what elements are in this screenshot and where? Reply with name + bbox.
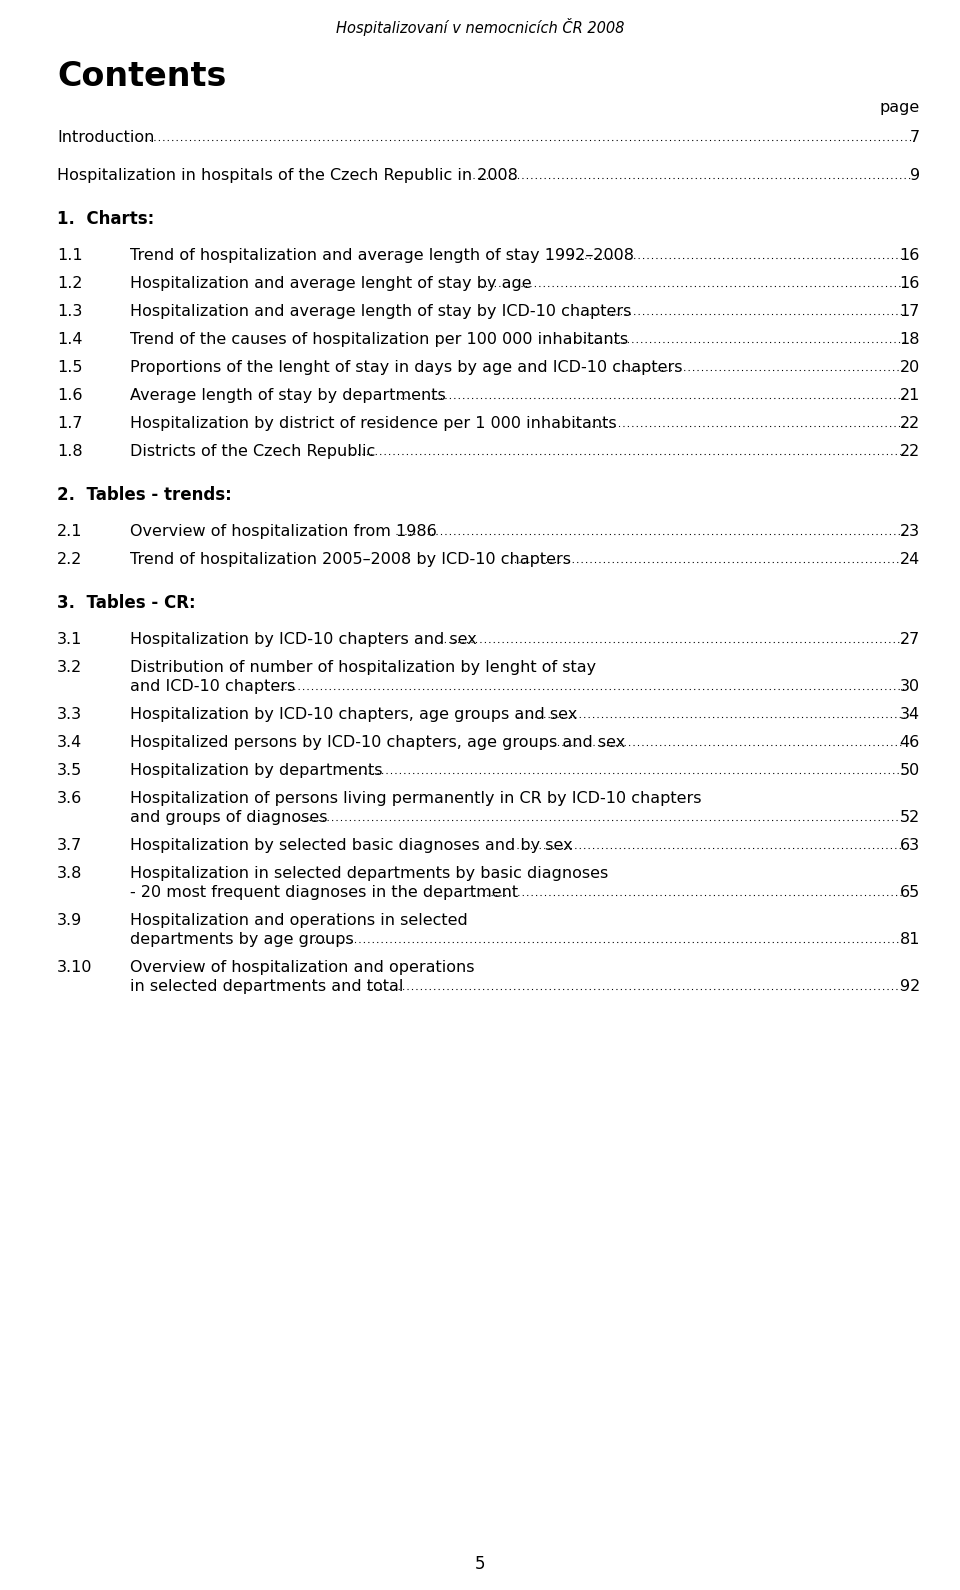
Text: 2.  Tables - trends:: 2. Tables - trends: bbox=[57, 487, 231, 504]
Text: and ICD-10 chapters: and ICD-10 chapters bbox=[130, 679, 296, 693]
Text: 1.6: 1.6 bbox=[57, 388, 83, 402]
Text: 30: 30 bbox=[900, 679, 920, 693]
Text: 24: 24 bbox=[900, 552, 920, 568]
Text: 1.7: 1.7 bbox=[57, 417, 83, 431]
Text: 3.3: 3.3 bbox=[57, 708, 83, 722]
Text: 7: 7 bbox=[910, 130, 920, 145]
Text: 50: 50 bbox=[900, 763, 920, 778]
Text: Overview of hospitalization from 1986: Overview of hospitalization from 1986 bbox=[130, 525, 437, 539]
Text: Hospitalization and average lenght of stay by age: Hospitalization and average lenght of st… bbox=[130, 277, 532, 291]
Text: 3.  Tables - CR:: 3. Tables - CR: bbox=[57, 595, 196, 612]
Text: Hospitalization by departments: Hospitalization by departments bbox=[130, 763, 382, 778]
Text: Hospitalized persons by ICD-10 chapters, age groups and sex: Hospitalized persons by ICD-10 chapters,… bbox=[130, 735, 625, 750]
Text: Trend of hospitalization and average length of stay 1992–2008: Trend of hospitalization and average len… bbox=[130, 248, 634, 262]
Text: Hospitalization and operations in selected: Hospitalization and operations in select… bbox=[130, 913, 468, 929]
Text: 1.1: 1.1 bbox=[57, 248, 83, 262]
Text: 3.10: 3.10 bbox=[57, 960, 92, 975]
Text: page: page bbox=[879, 100, 920, 114]
Text: Average length of stay by departments: Average length of stay by departments bbox=[130, 388, 445, 402]
Text: 1.4: 1.4 bbox=[57, 332, 83, 347]
Text: 18: 18 bbox=[900, 332, 920, 347]
Text: Hospitalization in selected departments by basic diagnoses: Hospitalization in selected departments … bbox=[130, 867, 609, 881]
Text: Hospitalization by selected basic diagnoses and by sex: Hospitalization by selected basic diagno… bbox=[130, 838, 572, 852]
Text: in selected departments and total: in selected departments and total bbox=[130, 979, 403, 994]
Text: Proportions of the lenght of stay in days by age and ICD-10 chapters: Proportions of the lenght of stay in day… bbox=[130, 359, 683, 375]
Text: Hospitalization of persons living permanently in CR by ICD-10 chapters: Hospitalization of persons living perman… bbox=[130, 790, 702, 806]
Text: 21: 21 bbox=[900, 388, 920, 402]
Text: Trend of hospitalization 2005–2008 by ICD-10 chapters: Trend of hospitalization 2005–2008 by IC… bbox=[130, 552, 571, 568]
Text: 3.2: 3.2 bbox=[57, 660, 83, 676]
Text: 3.7: 3.7 bbox=[57, 838, 83, 852]
Text: 2.2: 2.2 bbox=[57, 552, 83, 568]
Text: 46: 46 bbox=[900, 735, 920, 750]
Text: 92: 92 bbox=[900, 979, 920, 994]
Text: Hospitalization and average length of stay by ICD-10 chapters: Hospitalization and average length of st… bbox=[130, 304, 632, 320]
Text: 23: 23 bbox=[900, 525, 920, 539]
Text: 17: 17 bbox=[900, 304, 920, 320]
Text: 3.8: 3.8 bbox=[57, 867, 83, 881]
Text: Hospitalizovaní v nemocnicích ČR 2008: Hospitalizovaní v nemocnicích ČR 2008 bbox=[336, 17, 624, 37]
Text: Hospitalization in hospitals of the Czech Republic in 2008: Hospitalization in hospitals of the Czec… bbox=[57, 169, 517, 183]
Text: 3.5: 3.5 bbox=[57, 763, 83, 778]
Text: 5: 5 bbox=[475, 1555, 485, 1573]
Text: Hospitalization by ICD-10 chapters, age groups and sex: Hospitalization by ICD-10 chapters, age … bbox=[130, 708, 577, 722]
Text: 2.1: 2.1 bbox=[57, 525, 83, 539]
Text: 22: 22 bbox=[900, 444, 920, 460]
Text: 3.6: 3.6 bbox=[57, 790, 83, 806]
Text: 3.9: 3.9 bbox=[57, 913, 83, 929]
Text: 3.4: 3.4 bbox=[57, 735, 83, 750]
Text: 16: 16 bbox=[900, 248, 920, 262]
Text: 22: 22 bbox=[900, 417, 920, 431]
Text: 1.3: 1.3 bbox=[57, 304, 83, 320]
Text: Hospitalization by district of residence per 1 000 inhabitants: Hospitalization by district of residence… bbox=[130, 417, 616, 431]
Text: 63: 63 bbox=[900, 838, 920, 852]
Text: 3.1: 3.1 bbox=[57, 631, 83, 647]
Text: Introduction: Introduction bbox=[57, 130, 155, 145]
Text: - 20 most frequent diagnoses in the department: - 20 most frequent diagnoses in the depa… bbox=[130, 886, 518, 900]
Text: 1.2: 1.2 bbox=[57, 277, 83, 291]
Text: Districts of the Czech Republic: Districts of the Czech Republic bbox=[130, 444, 375, 460]
Text: Overview of hospitalization and operations: Overview of hospitalization and operatio… bbox=[130, 960, 474, 975]
Text: 16: 16 bbox=[900, 277, 920, 291]
Text: Trend of the causes of hospitalization per 100 000 inhabitants: Trend of the causes of hospitalization p… bbox=[130, 332, 628, 347]
Text: departments by age groups: departments by age groups bbox=[130, 932, 353, 948]
Text: 27: 27 bbox=[900, 631, 920, 647]
Text: 1.8: 1.8 bbox=[57, 444, 83, 460]
Text: 1.5: 1.5 bbox=[57, 359, 83, 375]
Text: 52: 52 bbox=[900, 809, 920, 825]
Text: 81: 81 bbox=[900, 932, 920, 948]
Text: and groups of diagnoses: and groups of diagnoses bbox=[130, 809, 327, 825]
Text: Hospitalization by ICD-10 chapters and sex: Hospitalization by ICD-10 chapters and s… bbox=[130, 631, 477, 647]
Text: 1.  Charts:: 1. Charts: bbox=[57, 210, 155, 227]
Text: 20: 20 bbox=[900, 359, 920, 375]
Text: Distribution of number of hospitalization by lenght of stay: Distribution of number of hospitalizatio… bbox=[130, 660, 596, 676]
Text: 65: 65 bbox=[900, 886, 920, 900]
Text: 9: 9 bbox=[910, 169, 920, 183]
Text: Contents: Contents bbox=[57, 60, 227, 92]
Text: 34: 34 bbox=[900, 708, 920, 722]
